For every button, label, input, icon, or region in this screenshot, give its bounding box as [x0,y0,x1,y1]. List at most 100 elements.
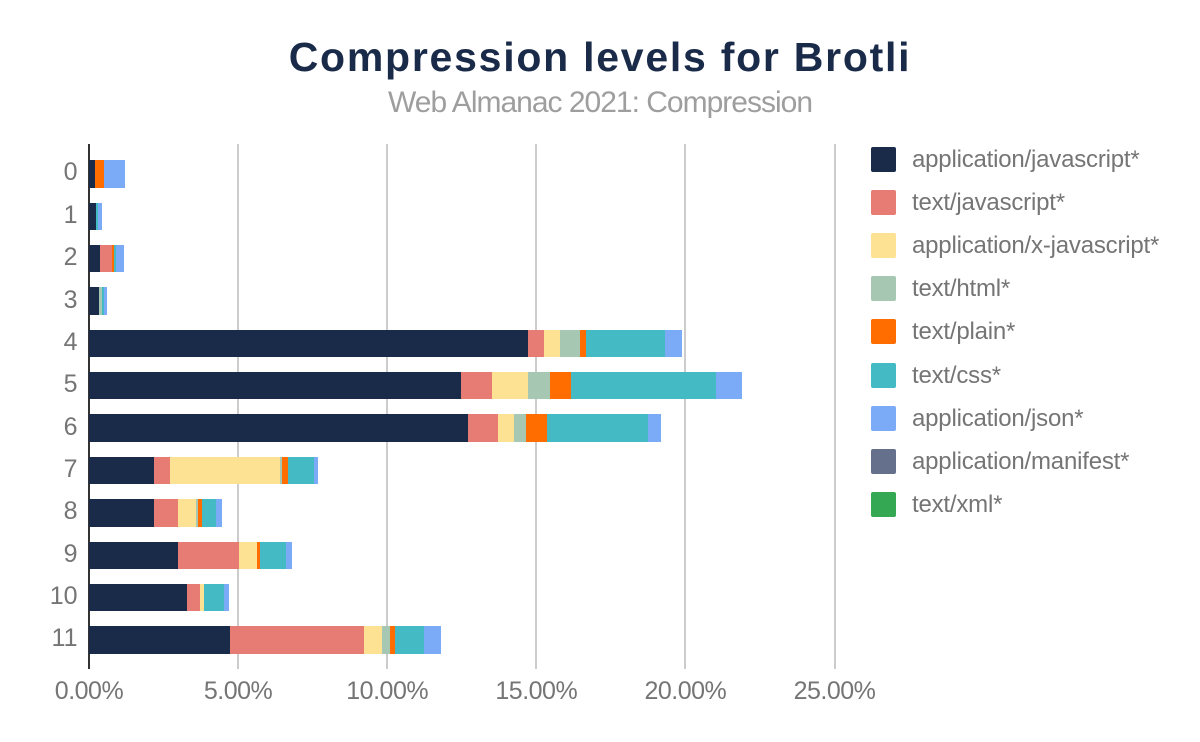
legend-swatch [871,405,896,431]
bar-segment[interactable] [287,456,315,485]
bar-segment[interactable] [257,541,261,569]
y-axis-label: 5 [63,370,78,399]
bar-segment[interactable] [89,160,96,188]
legend-label: application/x-javascript* [912,232,1160,260]
bar-segment[interactable] [153,499,179,527]
bar-row-level-5 [89,372,743,400]
bar-segment[interactable] [547,414,648,442]
bar-segment[interactable] [525,414,548,442]
bar-segment[interactable] [647,414,662,442]
x-gridline [684,144,687,669]
bar-segment[interactable] [424,626,442,654]
bar-segment[interactable] [99,287,102,315]
bar-segment[interactable] [281,456,288,485]
legend-swatch [871,276,896,302]
bar-segment[interactable] [498,414,514,442]
bar-segment[interactable] [89,202,96,230]
legend-label: text/plain* [912,318,1016,346]
bar-segment[interactable] [202,499,217,527]
bar-segment[interactable] [197,499,202,527]
bar-segment[interactable] [216,499,222,527]
bar-segment[interactable] [513,414,526,442]
bar-segment[interactable] [460,372,492,400]
bar-row-level-2 [89,244,124,273]
x-gridline [237,144,240,669]
bar-segment[interactable] [89,541,179,569]
bar-segment[interactable] [89,626,230,654]
bar-segment[interactable] [363,626,383,654]
bar-segment[interactable] [111,244,115,273]
x-gridline [386,144,389,669]
x-gridline [535,144,538,669]
bar-segment[interactable] [664,329,683,358]
bar-segment[interactable] [224,583,229,612]
bar-segment[interactable] [89,499,154,527]
bar-segment[interactable] [89,287,100,315]
bar-segment[interactable] [229,626,364,654]
chart-subtitle: Web Almanac 2021: Compression [387,86,813,119]
bar-segment[interactable] [103,160,126,188]
y-axis-label: 6 [63,412,78,441]
bar-segment[interactable] [169,456,280,485]
bar-segment[interactable] [238,541,258,569]
x-gridline [833,144,836,669]
bar-segment[interactable] [89,244,100,273]
bar-segment[interactable] [580,329,587,358]
bar-segment[interactable] [390,626,395,654]
bar-segment[interactable] [99,244,112,273]
bar-segment[interactable] [528,329,544,358]
legend-label: text/html* [912,275,1011,303]
y-axis-label: 9 [63,539,78,568]
bar-segment[interactable] [89,456,154,485]
bar-segment[interactable] [104,287,108,315]
bar-segment[interactable] [114,244,116,273]
bar-segment[interactable] [586,329,665,358]
bar-segment[interactable] [89,583,188,612]
bar-segment[interactable] [101,287,105,315]
bar-segment[interactable] [178,499,197,527]
legend-label: application/json* [912,404,1084,432]
bar-row-level-3 [89,287,108,315]
bar-row-level-11 [89,626,442,654]
legend-label: text/javascript* [912,189,1065,217]
legend-swatch [871,190,896,216]
bar-segment[interactable] [394,626,425,654]
y-axis-label: 10 [49,582,78,611]
y-axis-label: 0 [63,158,78,187]
bar-segment[interactable] [95,160,104,188]
bar-segment[interactable] [559,329,581,358]
bar-segment[interactable] [491,372,529,400]
bar-segment[interactable] [95,202,98,230]
bar-row-level-9 [89,541,293,569]
bar-segment[interactable] [187,583,200,612]
x-axis-label: 20.00% [644,677,727,705]
bar-segment[interactable] [543,329,560,358]
bar-row-level-10 [89,583,229,612]
bar-segment[interactable] [571,372,717,400]
bar-row-level-0 [89,160,126,188]
bar-segment[interactable] [115,244,124,273]
bar-segment[interactable] [279,456,282,485]
x-axis-label: 10.00% [346,677,429,705]
bar-segment[interactable] [314,456,318,485]
bar-segment[interactable] [199,583,204,612]
bar-segment[interactable] [89,372,461,400]
bar-row-level-1 [89,202,102,230]
bar-segment[interactable] [382,626,391,654]
bar-segment[interactable] [153,456,170,485]
bar-segment[interactable] [550,372,572,400]
bar-segment[interactable] [528,372,550,400]
bar-segment[interactable] [89,329,529,358]
bar-row-level-7 [89,456,318,485]
bar-segment[interactable] [285,541,293,569]
bar-segment[interactable] [89,414,469,442]
bar-segment[interactable] [260,541,286,569]
bar-segment[interactable] [716,372,743,400]
bar-segment[interactable] [196,499,198,527]
bar-segment[interactable] [178,541,239,569]
legend-swatch [871,448,896,474]
bar-segment[interactable] [203,583,225,612]
legend-label: application/manifest* [912,447,1130,475]
bar-segment[interactable] [97,202,102,230]
bar-segment[interactable] [468,414,499,442]
